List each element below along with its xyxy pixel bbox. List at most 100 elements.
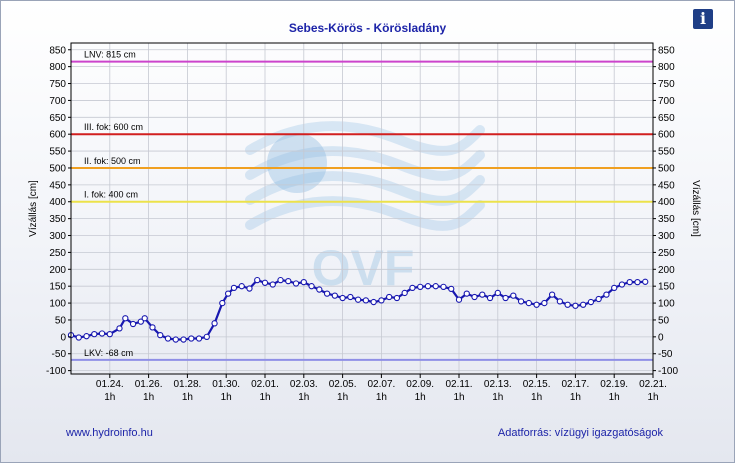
y-tick-label-left: 350 — [49, 214, 66, 225]
y-tick-label-left: 50 — [55, 315, 67, 326]
y-axis-title-left: Vízállás [cm] — [28, 180, 39, 237]
data-point — [642, 278, 649, 285]
data-point — [219, 299, 226, 307]
data-point — [432, 283, 439, 290]
data-point — [401, 289, 408, 297]
data-point — [195, 335, 203, 342]
data-point — [116, 325, 123, 332]
y-tick-label-left: 800 — [49, 62, 66, 73]
threshold-label: LNV: 815 cm — [84, 50, 136, 60]
y-tick-label-left: 150 — [49, 282, 66, 293]
data-point — [409, 284, 416, 292]
x-tick-label-hour: 1h — [609, 392, 620, 403]
x-tick-label-hour: 1h — [298, 392, 309, 403]
data-point — [180, 336, 187, 343]
x-tick-label-hour: 1h — [182, 392, 193, 403]
data-point — [347, 293, 354, 301]
y-tick-label-right: 550 — [658, 147, 675, 158]
x-tick-label-date: 02.19. — [600, 379, 628, 390]
data-point — [254, 276, 261, 284]
y-tick-label-left: 0 — [60, 332, 66, 343]
threshold-label: III. fok: 600 cm — [84, 122, 143, 132]
data-point — [203, 333, 210, 340]
y-tick-label-left: 100 — [49, 299, 66, 310]
watermark-text: OVF — [312, 240, 415, 296]
data-point — [440, 283, 447, 291]
x-tick-label-date: 02.07. — [367, 379, 395, 390]
y-tick-label-left: 250 — [49, 248, 66, 259]
y-tick-label-left: 700 — [49, 96, 66, 107]
data-point — [238, 283, 245, 290]
x-tick-label-date: 02.15. — [523, 379, 551, 390]
data-point — [479, 291, 486, 298]
x-tick-label-date: 02.17. — [561, 379, 589, 390]
y-tick-label-right: -50 — [658, 349, 673, 360]
data-point — [370, 298, 377, 306]
data-point — [224, 290, 232, 297]
data-point — [141, 315, 148, 322]
chart-title: Sebes-Körös - Körösladány — [288, 21, 447, 35]
data-point — [378, 297, 385, 304]
y-tick-label-right: 300 — [658, 231, 675, 242]
y-tick-label-right: -100 — [658, 366, 678, 377]
data-point — [386, 293, 393, 301]
data-point — [157, 332, 164, 339]
data-point — [323, 290, 331, 297]
y-tick-label-left: 400 — [49, 197, 66, 208]
x-tick-label-hour: 1h — [531, 392, 542, 403]
data-point — [172, 336, 179, 343]
threshold-lines: LNV: 815 cm III. fok: 600 cm II. fok: 500 … — [71, 50, 653, 361]
threshold-label: LKV: -68 cm — [84, 348, 133, 358]
data-point — [603, 291, 610, 298]
data-point — [626, 278, 633, 286]
data-point — [634, 278, 641, 286]
y-tick-label-left: 500 — [49, 163, 66, 174]
data-point — [188, 335, 195, 342]
x-tick-label-hour: 1h — [570, 392, 581, 403]
data-source-note: Adatforrás: vízügyi igazgatóságok — [497, 427, 663, 439]
y-tick-label-left: -100 — [46, 366, 66, 377]
x-tick-label-date: 01.24. — [96, 379, 124, 390]
y-tick-label-left: 300 — [49, 231, 66, 242]
data-point — [564, 301, 571, 308]
y-tick-label-right: 750 — [658, 79, 675, 90]
y-tick-label-left: 650 — [49, 113, 66, 124]
data-point — [129, 320, 137, 328]
data-point — [393, 294, 401, 302]
data-point — [541, 299, 548, 307]
y-axis-title-right: Vízállás [cm] — [690, 180, 701, 237]
y-tick-label-right: 0 — [658, 332, 664, 343]
data-point — [548, 291, 556, 298]
y-tick-label-left: 600 — [49, 130, 66, 141]
data-point — [292, 280, 300, 287]
data-point — [417, 283, 424, 291]
x-tick-label-date: 02.03. — [290, 379, 318, 390]
x-tick-label-date: 02.13. — [484, 379, 512, 390]
info-icon[interactable]: i — [693, 9, 713, 29]
watermark-wave — [245, 171, 485, 206]
y-tick-label-right: 700 — [658, 96, 675, 107]
x-tick-label-hour: 1h — [104, 392, 115, 403]
data-point — [308, 283, 315, 290]
watermark-drop — [267, 133, 327, 193]
x-tick-label-hour: 1h — [647, 392, 658, 403]
y-tick-label-right: 500 — [658, 163, 675, 174]
y-tick-label-right: 450 — [658, 180, 675, 191]
data-point — [106, 330, 113, 338]
threshold-label: I. fok: 400 cm — [84, 190, 138, 200]
data-point — [455, 296, 463, 303]
plot-border — [70, 42, 654, 375]
y-tick-label-right: 250 — [658, 248, 675, 259]
data-point — [277, 276, 284, 284]
x-tick-label-hour: 1h — [221, 392, 232, 403]
x-tick-label-hour: 1h — [259, 392, 270, 403]
series-water-level — [67, 276, 649, 343]
data-point — [517, 298, 525, 305]
x-tick-label-date: 01.26. — [135, 379, 163, 390]
ovf-watermark: OVF — [245, 121, 485, 296]
hydroinfo-link[interactable]: www.hydroinfo.hu — [66, 427, 153, 439]
data-point — [339, 294, 346, 302]
data-point — [316, 286, 323, 293]
